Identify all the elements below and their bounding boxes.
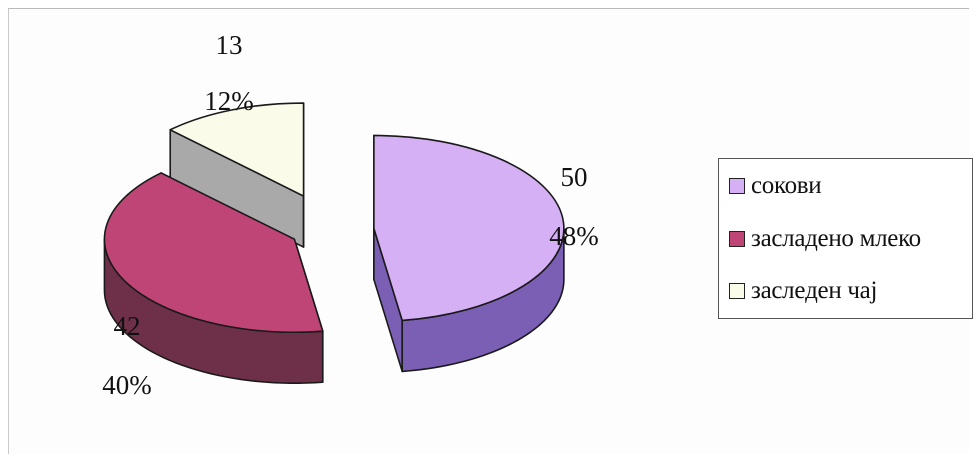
percent-label: 12% (204, 86, 254, 116)
legend-swatch (729, 178, 745, 194)
value-label: 42 (114, 311, 141, 341)
chart-area: 50 48% 42 40% 13 12% сокови засладено млеко з… (8, 8, 973, 454)
legend-item: засладено млеко (729, 224, 921, 254)
data-labels: 50 48% 42 40% 13 12% (102, 30, 599, 400)
legend-label: заслeден чај (751, 277, 878, 304)
pie-chart: 50 48% 42 40% 13 12% (102, 30, 599, 400)
slice-top (169, 102, 305, 197)
chart-legend: сокови засладено млеко заслeден чај (718, 158, 973, 319)
slice-top (103, 172, 324, 333)
slice-top (373, 134, 565, 322)
legend-item: сокови (729, 171, 822, 201)
value-label: 13 (216, 30, 243, 60)
legend-swatch (729, 283, 745, 299)
percent-label: 40% (102, 370, 152, 400)
percent-label: 48% (549, 221, 599, 251)
legend-label: сокови (751, 172, 822, 199)
legend-item: заслeден чај (729, 276, 877, 306)
legend-label: засладено млеко (751, 225, 921, 252)
slice-tops (103, 102, 565, 333)
legend-swatch (729, 231, 745, 247)
value-label: 50 (561, 162, 588, 192)
